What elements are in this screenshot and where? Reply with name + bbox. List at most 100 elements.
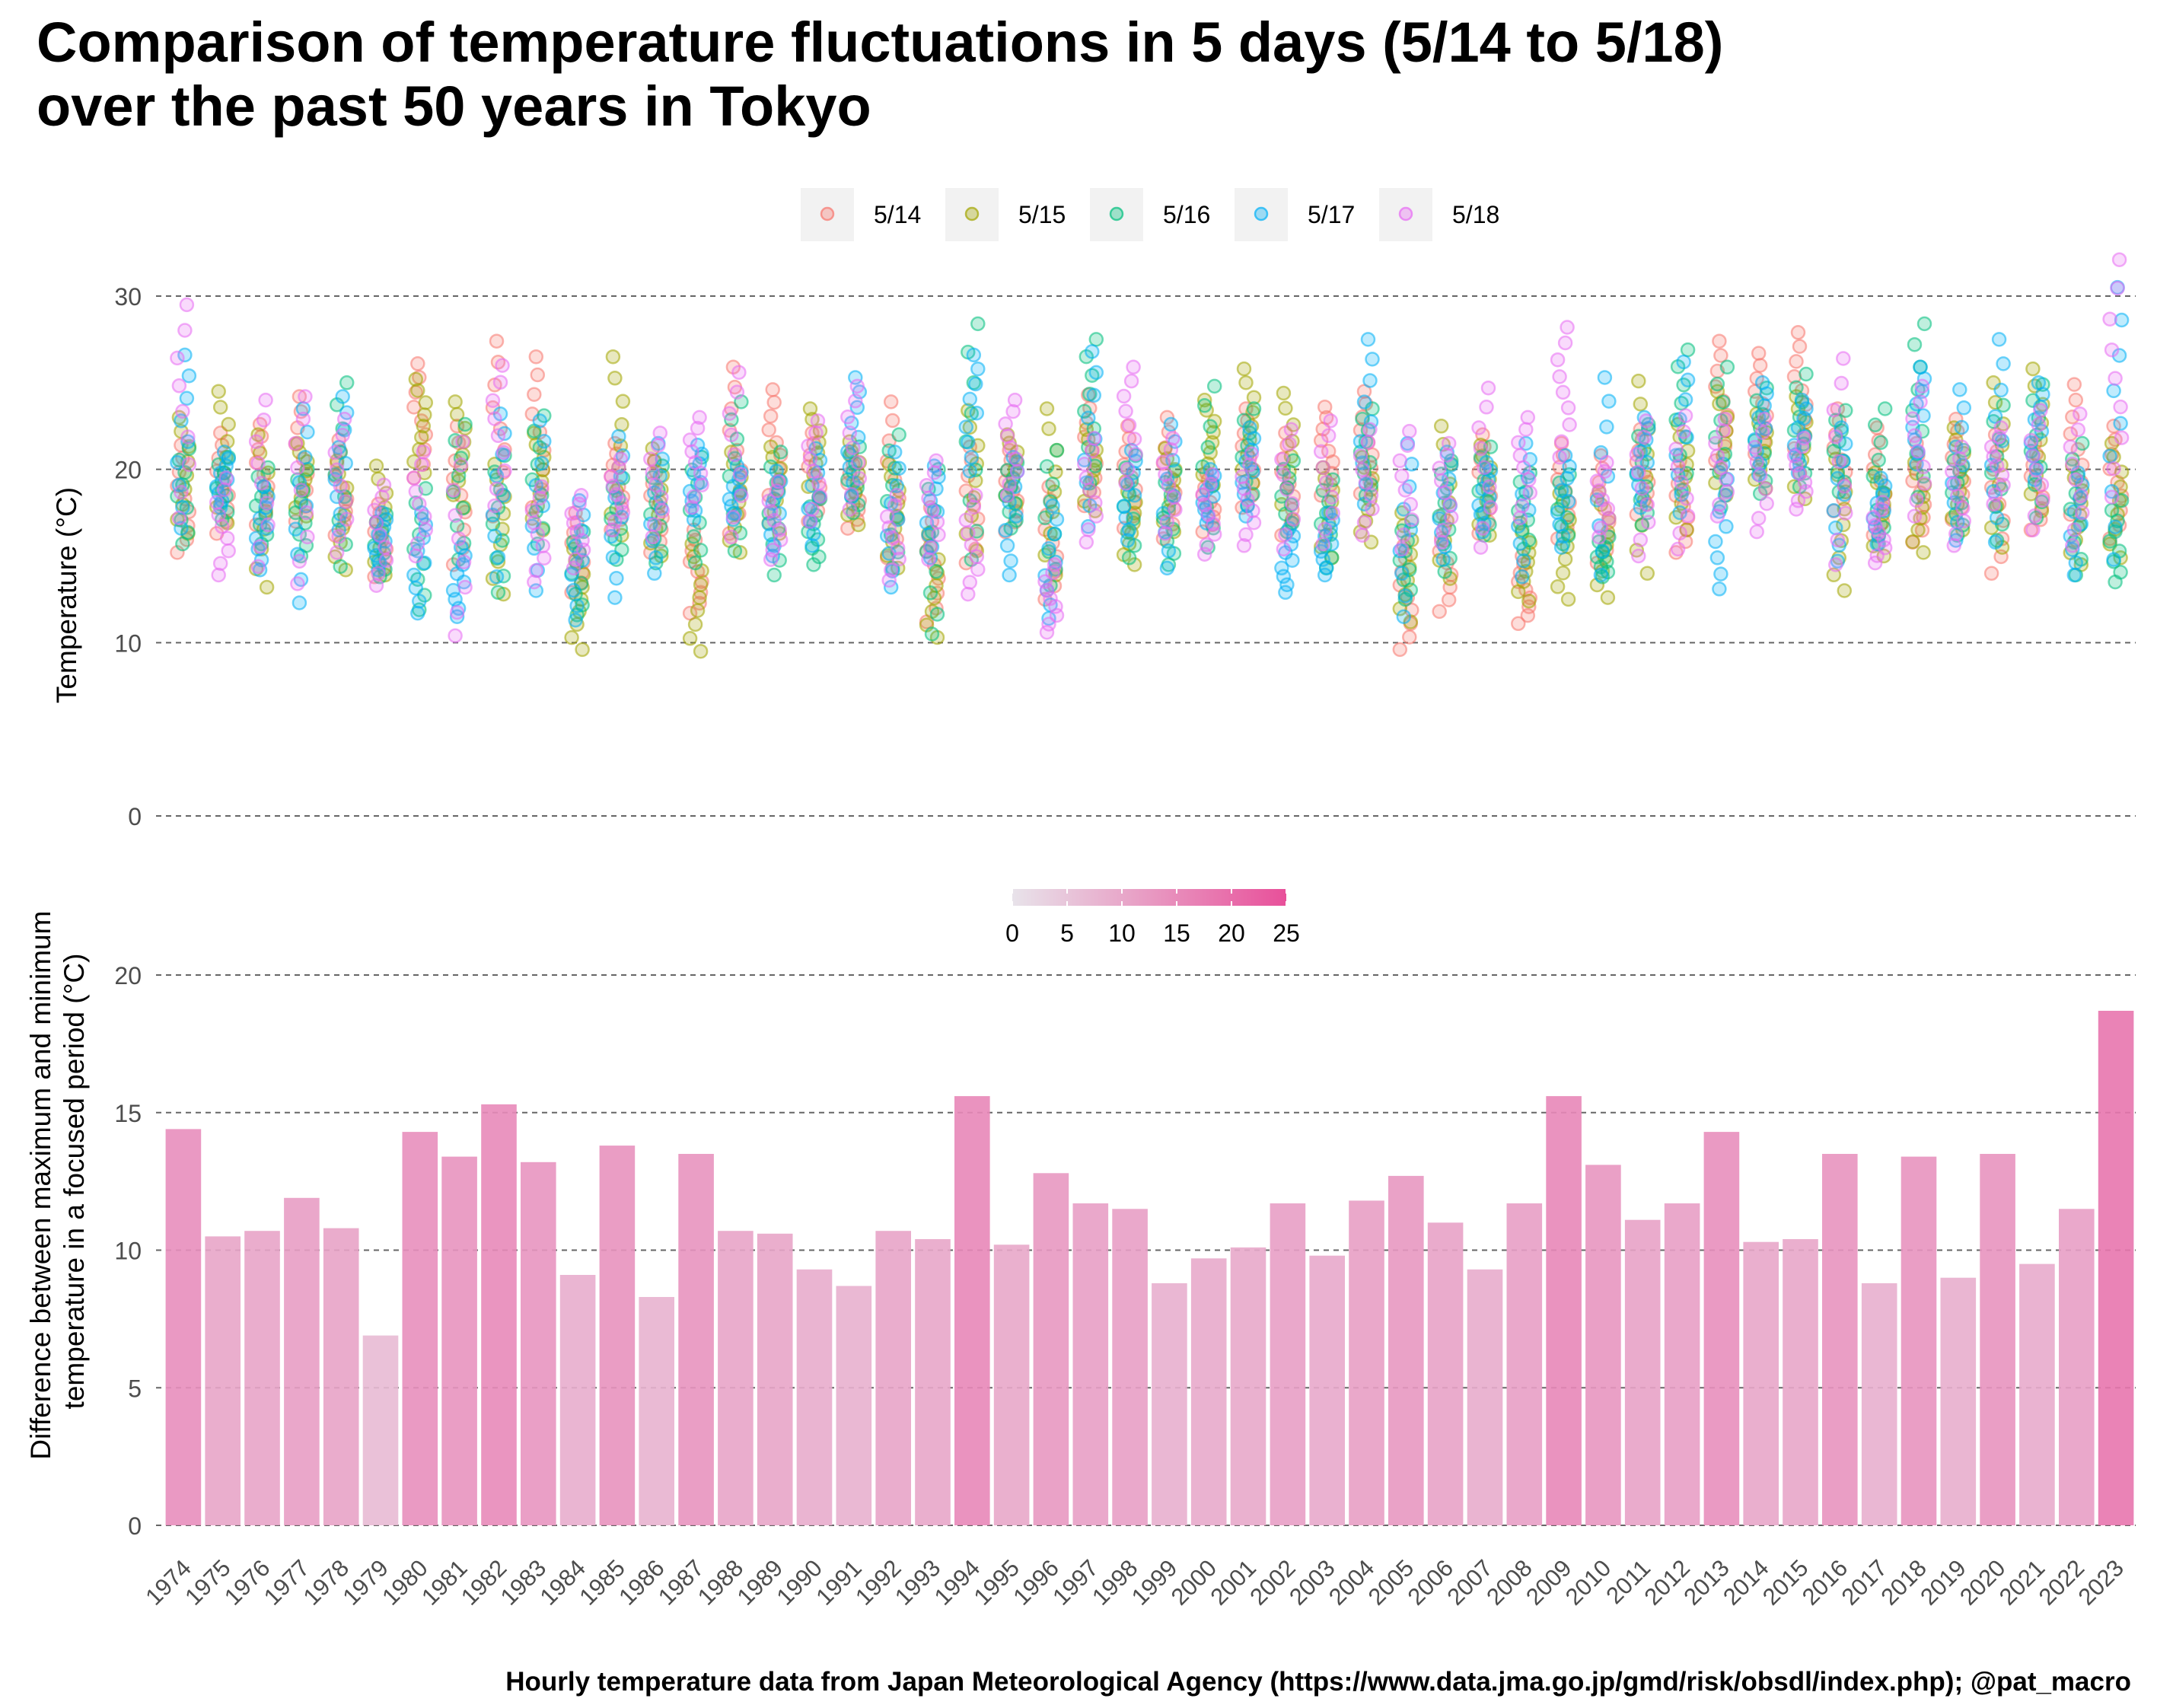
temperature-point: [1913, 394, 1928, 409]
temperature-y-tick-label: 30: [114, 283, 142, 311]
temperature-point: [655, 503, 671, 519]
temperature-point: [177, 323, 193, 338]
range-bar: [284, 1197, 320, 1525]
temperature-point: [212, 556, 228, 571]
temperature-point: [1039, 582, 1055, 598]
temperature-point: [416, 445, 432, 460]
temperature-point: [1480, 380, 1496, 396]
temperature-point: [2068, 555, 2084, 571]
temperature-point: [998, 522, 1013, 538]
temperature-gridlines: [156, 295, 2136, 817]
temperature-point: [958, 419, 974, 435]
temperature-point: [534, 455, 550, 471]
temperature-point: [1916, 476, 1932, 492]
temperature-point: [1321, 428, 1337, 444]
temperature-point: [961, 586, 976, 602]
temperature-point: [180, 434, 196, 449]
temperature-point: [449, 406, 465, 422]
temperature-point: [487, 498, 502, 514]
temperature-point: [645, 465, 661, 480]
temperature-point: [1797, 474, 1813, 490]
temperature-point: [611, 460, 626, 475]
temperature-point: [1757, 398, 1772, 413]
temperature-point: [456, 554, 472, 570]
temperature-point: [329, 462, 345, 478]
temperature-point: [690, 420, 706, 436]
range-bar: [1703, 1132, 1740, 1525]
temperature-point: [765, 543, 780, 558]
temperature-point: [2025, 361, 2041, 377]
temperature-point: [1325, 505, 1340, 521]
temperature-point: [1555, 528, 1571, 544]
temperature-point: [1315, 536, 1330, 552]
temperature-point: [495, 445, 511, 460]
temperature-point: [1521, 472, 1537, 487]
temperature-point: [1680, 342, 1696, 358]
temperature-point: [724, 529, 739, 545]
temperature-point: [891, 460, 906, 476]
temperature-point: [1751, 511, 1767, 526]
temperature-point: [1867, 518, 1883, 533]
temperature-point: [179, 390, 195, 406]
temperature-point: [1916, 545, 1931, 560]
temperature-point: [1199, 537, 1214, 553]
range-bars: [165, 1011, 2134, 1525]
temperature-point: [852, 470, 868, 486]
temperature-point: [1477, 460, 1492, 476]
temperature-point: [1712, 582, 1727, 597]
temperature-point: [1126, 359, 1141, 375]
temperature-point: [250, 559, 266, 574]
temperature-point: [1789, 457, 1804, 473]
temperature-point: [2106, 552, 2121, 567]
temperature-point: [1158, 467, 1173, 483]
range-bar: [323, 1228, 359, 1525]
temperature-point: [693, 577, 709, 592]
temperature-point: [1747, 439, 1763, 455]
temperature-point: [490, 428, 506, 444]
temperature-point: [968, 376, 983, 392]
temperature-point: [1790, 325, 1806, 340]
temperature-point: [295, 411, 311, 427]
temperature-point: [1439, 448, 1454, 463]
temperature-point: [1161, 543, 1177, 559]
temperature-y-tick-label: 20: [114, 457, 142, 484]
temperature-point: [298, 449, 313, 465]
temperature-point: [1511, 584, 1526, 600]
temperature-point: [1599, 419, 1614, 435]
range-y-axis-label-line-1: Difference between maximum and minimum: [25, 911, 56, 1460]
legend-key: [1379, 188, 1432, 241]
temperature-point: [1276, 467, 1292, 483]
temperature-point: [1907, 336, 1923, 352]
temperature-point: [338, 494, 353, 510]
colorbar-tick-label: 0: [1005, 919, 1019, 947]
temperature-point: [891, 427, 906, 442]
temperature-point: [607, 514, 623, 529]
temperature-point: [961, 525, 976, 540]
temperature-point: [568, 552, 583, 567]
temperature-point: [1552, 517, 1567, 532]
temperature-point: [848, 394, 863, 409]
temperature-point: [1877, 478, 1893, 494]
temperature-point: [367, 540, 382, 556]
temperature-point: [1362, 373, 1378, 388]
temperature-point: [1799, 401, 1814, 416]
year-tick-label: 2023: [2073, 1554, 2130, 1611]
temperature-point: [1914, 378, 1930, 394]
temperature-point: [1365, 352, 1380, 367]
temperature-point: [288, 521, 304, 537]
temperature-point: [693, 466, 709, 481]
temperature-point: [2108, 524, 2123, 540]
temperature-point: [1996, 356, 2011, 371]
temperature-point: [605, 478, 621, 494]
range-bar: [1546, 1096, 1582, 1525]
temperature-point: [221, 416, 236, 432]
range-bar: [875, 1231, 911, 1525]
temperature-point: [722, 406, 738, 421]
temperature-point: [1910, 444, 1926, 459]
temperature-point: [1365, 501, 1380, 517]
temperature-point: [256, 413, 272, 428]
legend-label: 5/18: [1452, 201, 1499, 228]
temperature-point: [1315, 460, 1330, 476]
temperature-point: [1392, 642, 1408, 658]
temperature-point: [211, 384, 226, 399]
